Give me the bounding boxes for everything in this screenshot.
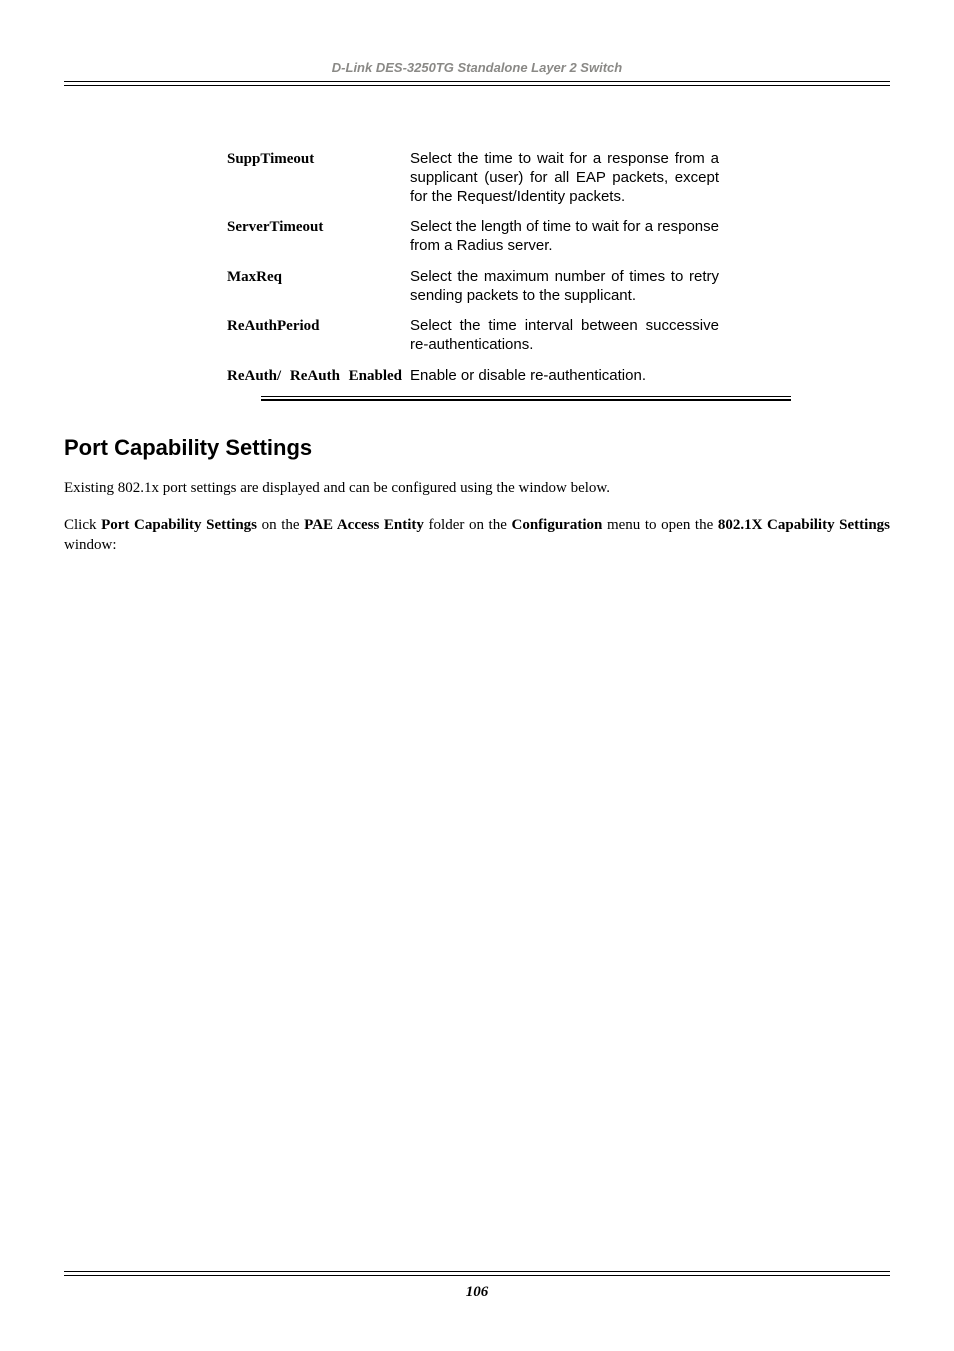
table-row: ServerTimeoutSelect the length of time t…	[227, 212, 727, 262]
text-run: Click	[64, 517, 101, 533]
text-run: on the	[257, 517, 304, 533]
param-label: ServerTimeout	[227, 212, 410, 262]
text-run: menu to open the	[602, 517, 718, 533]
page-number: 106	[64, 1284, 890, 1301]
text-run: folder on the	[424, 517, 512, 533]
footer-rule	[64, 1271, 890, 1276]
text-bold: PAE Access Entity	[304, 517, 424, 533]
section-heading: Port Capability Settings	[64, 435, 890, 461]
table-bottom-rule	[261, 396, 791, 401]
table-row: ReAuthPeriodSelect the time interval bet…	[227, 311, 727, 361]
intro-paragraph-1: Existing 802.1x port settings are displa…	[64, 479, 890, 499]
text-bold: Port Capability Settings	[101, 517, 257, 533]
header-rule	[64, 81, 890, 86]
table-row: MaxReqSelect the maximum number of times…	[227, 262, 727, 312]
page-footer: 106	[64, 1271, 890, 1301]
table-row: SuppTimeoutSelect the time to wait for a…	[227, 144, 727, 212]
text-run: window:	[64, 537, 117, 553]
param-label: ReAuthPeriod	[227, 311, 410, 361]
param-label: ReAuth/ ReAuth Enabled	[227, 361, 410, 392]
parameters-table: SuppTimeoutSelect the time to wait for a…	[227, 144, 727, 392]
param-description: Select the maximum number of times to re…	[410, 262, 727, 312]
text-bold: 802.1X Capability Settings	[718, 517, 890, 533]
running-header: D-Link DES-3250TG Standalone Layer 2 Swi…	[64, 60, 890, 81]
param-label: SuppTimeout	[227, 144, 410, 212]
table-row: ReAuth/ ReAuth EnabledEnable or disable …	[227, 361, 727, 392]
param-description: Select the time interval between success…	[410, 311, 727, 361]
param-label: MaxReq	[227, 262, 410, 312]
param-description: Select the time to wait for a response f…	[410, 144, 727, 212]
param-description: Enable or disable re-authentication.	[410, 361, 727, 392]
intro-paragraph-2: Click Port Capability Settings on the PA…	[64, 516, 890, 555]
page: D-Link DES-3250TG Standalone Layer 2 Swi…	[0, 0, 954, 1351]
text-bold: Configuration	[512, 517, 603, 533]
param-description: Select the length of time to wait for a …	[410, 212, 727, 262]
